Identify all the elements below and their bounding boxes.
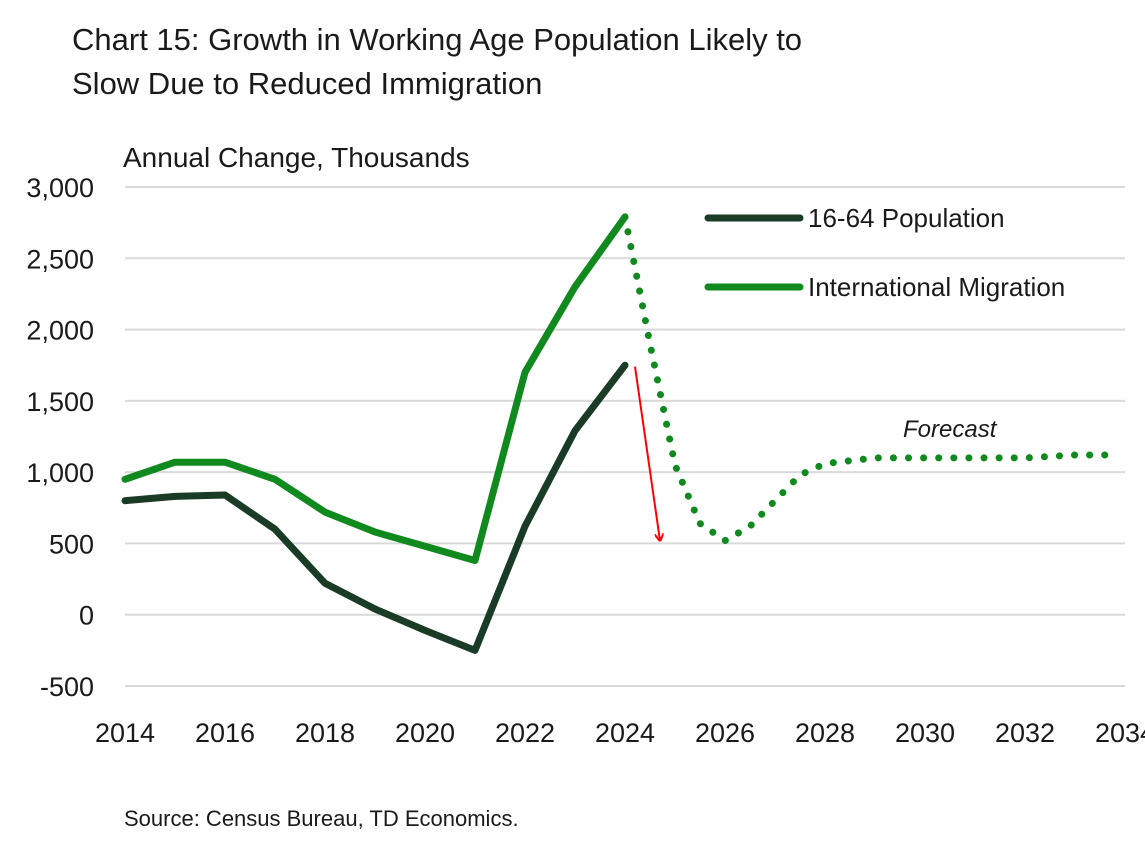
source-note: Source: Census Bureau, TD Economics. bbox=[124, 806, 519, 831]
y-tick-label: 0 bbox=[79, 601, 94, 631]
x-tick-label: 2032 bbox=[995, 718, 1055, 748]
x-axis-ticks: 2014 2016 2018 2020 2022 2024 2026 2028 2030 2032… bbox=[95, 718, 1145, 748]
x-tick-label: 2014 bbox=[95, 718, 155, 748]
y-axis-label: Annual Change, Thousands bbox=[123, 142, 470, 173]
chart-title-line-1: Chart 15: Growth in Working Age Populati… bbox=[72, 22, 803, 57]
forecast-drop-arrow bbox=[634, 366, 660, 541]
series-line-16-64-population bbox=[121, 361, 629, 654]
x-tick-label: 2034 bbox=[1095, 718, 1145, 748]
gridlines bbox=[125, 186, 1125, 687]
series-lines bbox=[121, 213, 1109, 654]
forecast-annotation: Forecast bbox=[903, 416, 998, 443]
x-tick-label: 2030 bbox=[895, 718, 955, 748]
x-tick-label: 2022 bbox=[495, 718, 555, 748]
chart-title: Chart 15: Growth in Working Age Populati… bbox=[72, 18, 802, 106]
y-tick-label: 3,000 bbox=[26, 173, 94, 203]
red-arrow-line bbox=[634, 366, 660, 541]
chart-title-line-2: Slow Due to Reduced Immigration bbox=[72, 66, 543, 101]
series-line-international-migration-forecast bbox=[621, 213, 1109, 545]
y-axis-ticks: -500 0 500 1,000 1,500 2,000 2,500 3,000 bbox=[26, 173, 94, 702]
x-tick-label: 2026 bbox=[695, 718, 755, 748]
series-line-international-migration bbox=[121, 213, 629, 564]
legend-label-16-64-population: 16-64 Population bbox=[808, 203, 1005, 233]
legend-label-international-migration: International Migration bbox=[808, 272, 1065, 302]
x-tick-label: 2024 bbox=[595, 718, 655, 748]
y-tick-label: 2,500 bbox=[26, 244, 94, 274]
y-tick-label: 2,000 bbox=[26, 316, 94, 346]
x-tick-label: 2020 bbox=[395, 718, 455, 748]
x-tick-label: 2016 bbox=[195, 718, 255, 748]
x-tick-label: 2028 bbox=[795, 718, 855, 748]
legend: 16-64 Population International Migration bbox=[704, 203, 1065, 302]
y-tick-label: 1,500 bbox=[26, 387, 94, 417]
y-tick-label: -500 bbox=[40, 672, 94, 702]
y-tick-label: 500 bbox=[49, 529, 94, 559]
x-tick-label: 2018 bbox=[295, 718, 355, 748]
y-tick-label: 1,000 bbox=[26, 458, 94, 488]
